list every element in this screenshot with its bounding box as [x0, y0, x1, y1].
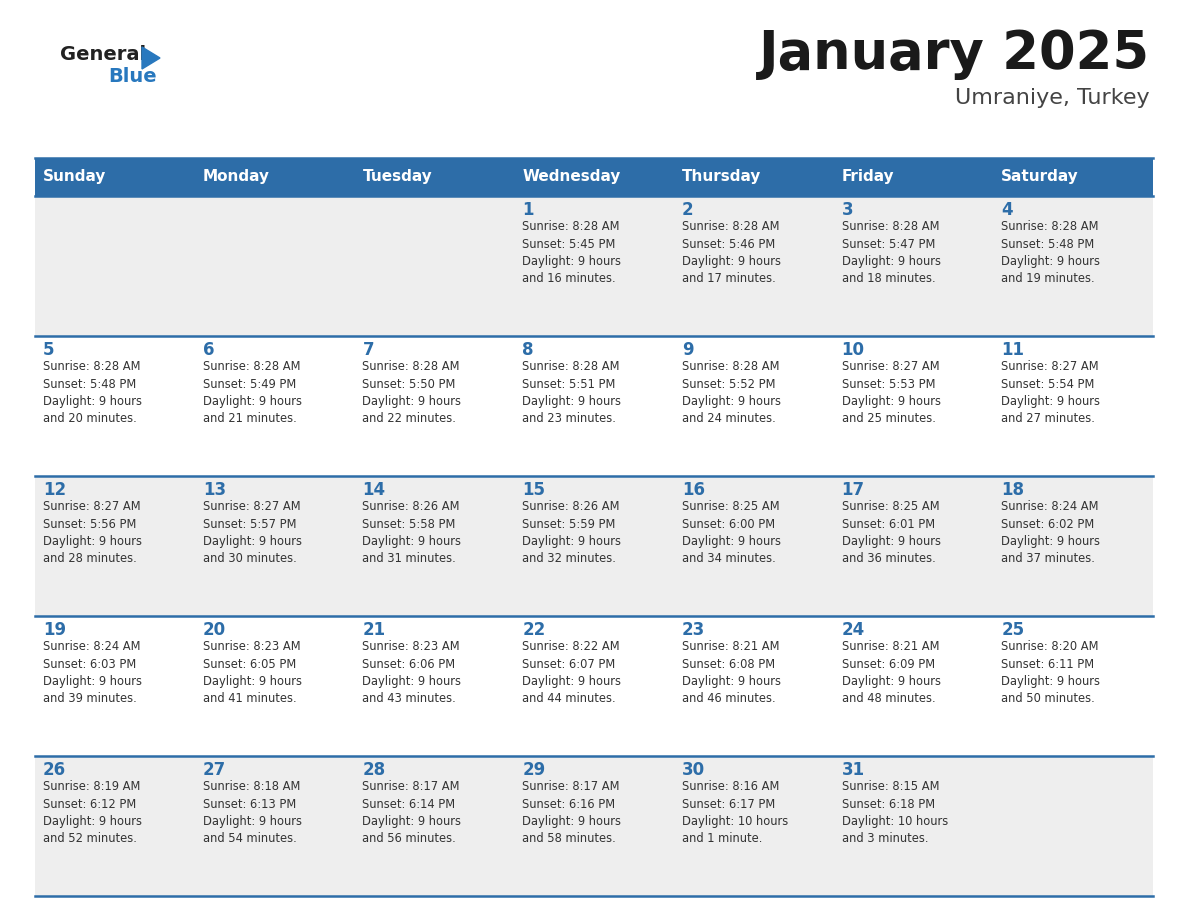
Text: 23: 23	[682, 621, 706, 639]
Text: 1: 1	[523, 201, 533, 219]
Text: Sunrise: 8:28 AM
Sunset: 5:49 PM
Daylight: 9 hours
and 21 minutes.: Sunrise: 8:28 AM Sunset: 5:49 PM Dayligh…	[203, 360, 302, 426]
Text: Sunrise: 8:28 AM
Sunset: 5:51 PM
Daylight: 9 hours
and 23 minutes.: Sunrise: 8:28 AM Sunset: 5:51 PM Dayligh…	[523, 360, 621, 426]
Text: Friday: Friday	[841, 170, 895, 185]
Text: Sunday: Sunday	[43, 170, 107, 185]
Text: Sunrise: 8:21 AM
Sunset: 6:08 PM
Daylight: 9 hours
and 46 minutes.: Sunrise: 8:21 AM Sunset: 6:08 PM Dayligh…	[682, 640, 781, 706]
Text: Tuesday: Tuesday	[362, 170, 432, 185]
Text: Sunrise: 8:15 AM
Sunset: 6:18 PM
Daylight: 10 hours
and 3 minutes.: Sunrise: 8:15 AM Sunset: 6:18 PM Dayligh…	[841, 780, 948, 845]
Text: Monday: Monday	[203, 170, 270, 185]
Text: Sunrise: 8:24 AM
Sunset: 6:02 PM
Daylight: 9 hours
and 37 minutes.: Sunrise: 8:24 AM Sunset: 6:02 PM Dayligh…	[1001, 500, 1100, 565]
Bar	[34, 336, 1154, 476]
Bar	[34, 158, 1154, 196]
Text: 7: 7	[362, 341, 374, 359]
Text: Sunrise: 8:16 AM
Sunset: 6:17 PM
Daylight: 10 hours
and 1 minute.: Sunrise: 8:16 AM Sunset: 6:17 PM Dayligh…	[682, 780, 788, 845]
Text: General: General	[61, 45, 146, 64]
Text: 2: 2	[682, 201, 694, 219]
Bar	[34, 616, 1154, 756]
Text: 24: 24	[841, 621, 865, 639]
Text: 21: 21	[362, 621, 386, 639]
Text: 15: 15	[523, 481, 545, 499]
Text: Sunrise: 8:26 AM
Sunset: 5:58 PM
Daylight: 9 hours
and 31 minutes.: Sunrise: 8:26 AM Sunset: 5:58 PM Dayligh…	[362, 500, 461, 565]
Text: Sunrise: 8:28 AM
Sunset: 5:48 PM
Daylight: 9 hours
and 20 minutes.: Sunrise: 8:28 AM Sunset: 5:48 PM Dayligh…	[43, 360, 143, 426]
Text: 29: 29	[523, 761, 545, 779]
Text: 9: 9	[682, 341, 694, 359]
Text: Sunrise: 8:17 AM
Sunset: 6:16 PM
Daylight: 9 hours
and 58 minutes.: Sunrise: 8:17 AM Sunset: 6:16 PM Dayligh…	[523, 780, 621, 845]
Text: Sunrise: 8:28 AM
Sunset: 5:46 PM
Daylight: 9 hours
and 17 minutes.: Sunrise: 8:28 AM Sunset: 5:46 PM Dayligh…	[682, 220, 781, 285]
Text: 13: 13	[203, 481, 226, 499]
Text: 22: 22	[523, 621, 545, 639]
Text: Sunrise: 8:25 AM
Sunset: 6:01 PM
Daylight: 9 hours
and 36 minutes.: Sunrise: 8:25 AM Sunset: 6:01 PM Dayligh…	[841, 500, 941, 565]
Text: 17: 17	[841, 481, 865, 499]
Text: 30: 30	[682, 761, 704, 779]
Text: Sunrise: 8:18 AM
Sunset: 6:13 PM
Daylight: 9 hours
and 54 minutes.: Sunrise: 8:18 AM Sunset: 6:13 PM Dayligh…	[203, 780, 302, 845]
Text: Sunrise: 8:27 AM
Sunset: 5:54 PM
Daylight: 9 hours
and 27 minutes.: Sunrise: 8:27 AM Sunset: 5:54 PM Dayligh…	[1001, 360, 1100, 426]
Text: Sunrise: 8:23 AM
Sunset: 6:06 PM
Daylight: 9 hours
and 43 minutes.: Sunrise: 8:23 AM Sunset: 6:06 PM Dayligh…	[362, 640, 461, 706]
Text: Sunrise: 8:28 AM
Sunset: 5:48 PM
Daylight: 9 hours
and 19 minutes.: Sunrise: 8:28 AM Sunset: 5:48 PM Dayligh…	[1001, 220, 1100, 285]
Text: January 2025: January 2025	[759, 28, 1150, 80]
Text: 10: 10	[841, 341, 865, 359]
Text: 27: 27	[203, 761, 226, 779]
Polygon shape	[143, 47, 160, 69]
Text: Sunrise: 8:19 AM
Sunset: 6:12 PM
Daylight: 9 hours
and 52 minutes.: Sunrise: 8:19 AM Sunset: 6:12 PM Dayligh…	[43, 780, 143, 845]
Text: 19: 19	[43, 621, 67, 639]
Text: Blue: Blue	[108, 67, 157, 86]
Text: Sunrise: 8:23 AM
Sunset: 6:05 PM
Daylight: 9 hours
and 41 minutes.: Sunrise: 8:23 AM Sunset: 6:05 PM Dayligh…	[203, 640, 302, 706]
Text: 11: 11	[1001, 341, 1024, 359]
Text: 18: 18	[1001, 481, 1024, 499]
Text: Sunrise: 8:24 AM
Sunset: 6:03 PM
Daylight: 9 hours
and 39 minutes.: Sunrise: 8:24 AM Sunset: 6:03 PM Dayligh…	[43, 640, 143, 706]
Text: Sunrise: 8:28 AM
Sunset: 5:52 PM
Daylight: 9 hours
and 24 minutes.: Sunrise: 8:28 AM Sunset: 5:52 PM Dayligh…	[682, 360, 781, 426]
Bar	[34, 476, 1154, 616]
Text: Sunrise: 8:27 AM
Sunset: 5:56 PM
Daylight: 9 hours
and 28 minutes.: Sunrise: 8:27 AM Sunset: 5:56 PM Dayligh…	[43, 500, 143, 565]
Text: 28: 28	[362, 761, 386, 779]
Text: Sunrise: 8:28 AM
Sunset: 5:50 PM
Daylight: 9 hours
and 22 minutes.: Sunrise: 8:28 AM Sunset: 5:50 PM Dayligh…	[362, 360, 461, 426]
Text: 31: 31	[841, 761, 865, 779]
Text: 26: 26	[43, 761, 67, 779]
Text: 4: 4	[1001, 201, 1013, 219]
Text: Thursday: Thursday	[682, 170, 762, 185]
Text: 12: 12	[43, 481, 67, 499]
Text: Sunrise: 8:20 AM
Sunset: 6:11 PM
Daylight: 9 hours
and 50 minutes.: Sunrise: 8:20 AM Sunset: 6:11 PM Dayligh…	[1001, 640, 1100, 706]
Text: 8: 8	[523, 341, 533, 359]
Text: 6: 6	[203, 341, 214, 359]
Bar	[34, 196, 1154, 336]
Text: Sunrise: 8:26 AM
Sunset: 5:59 PM
Daylight: 9 hours
and 32 minutes.: Sunrise: 8:26 AM Sunset: 5:59 PM Dayligh…	[523, 500, 621, 565]
Text: Sunrise: 8:27 AM
Sunset: 5:53 PM
Daylight: 9 hours
and 25 minutes.: Sunrise: 8:27 AM Sunset: 5:53 PM Dayligh…	[841, 360, 941, 426]
Bar	[34, 756, 1154, 896]
Text: 20: 20	[203, 621, 226, 639]
Text: Wednesday: Wednesday	[523, 170, 620, 185]
Text: Sunrise: 8:28 AM
Sunset: 5:47 PM
Daylight: 9 hours
and 18 minutes.: Sunrise: 8:28 AM Sunset: 5:47 PM Dayligh…	[841, 220, 941, 285]
Text: 3: 3	[841, 201, 853, 219]
Text: 25: 25	[1001, 621, 1024, 639]
Text: Sunrise: 8:25 AM
Sunset: 6:00 PM
Daylight: 9 hours
and 34 minutes.: Sunrise: 8:25 AM Sunset: 6:00 PM Dayligh…	[682, 500, 781, 565]
Text: Saturday: Saturday	[1001, 170, 1079, 185]
Text: Sunrise: 8:21 AM
Sunset: 6:09 PM
Daylight: 9 hours
and 48 minutes.: Sunrise: 8:21 AM Sunset: 6:09 PM Dayligh…	[841, 640, 941, 706]
Text: Sunrise: 8:17 AM
Sunset: 6:14 PM
Daylight: 9 hours
and 56 minutes.: Sunrise: 8:17 AM Sunset: 6:14 PM Dayligh…	[362, 780, 461, 845]
Text: Sunrise: 8:22 AM
Sunset: 6:07 PM
Daylight: 9 hours
and 44 minutes.: Sunrise: 8:22 AM Sunset: 6:07 PM Dayligh…	[523, 640, 621, 706]
Text: 16: 16	[682, 481, 704, 499]
Text: Sunrise: 8:27 AM
Sunset: 5:57 PM
Daylight: 9 hours
and 30 minutes.: Sunrise: 8:27 AM Sunset: 5:57 PM Dayligh…	[203, 500, 302, 565]
Text: 14: 14	[362, 481, 386, 499]
Text: Sunrise: 8:28 AM
Sunset: 5:45 PM
Daylight: 9 hours
and 16 minutes.: Sunrise: 8:28 AM Sunset: 5:45 PM Dayligh…	[523, 220, 621, 285]
Text: 5: 5	[43, 341, 55, 359]
Text: Umraniye, Turkey: Umraniye, Turkey	[955, 88, 1150, 108]
